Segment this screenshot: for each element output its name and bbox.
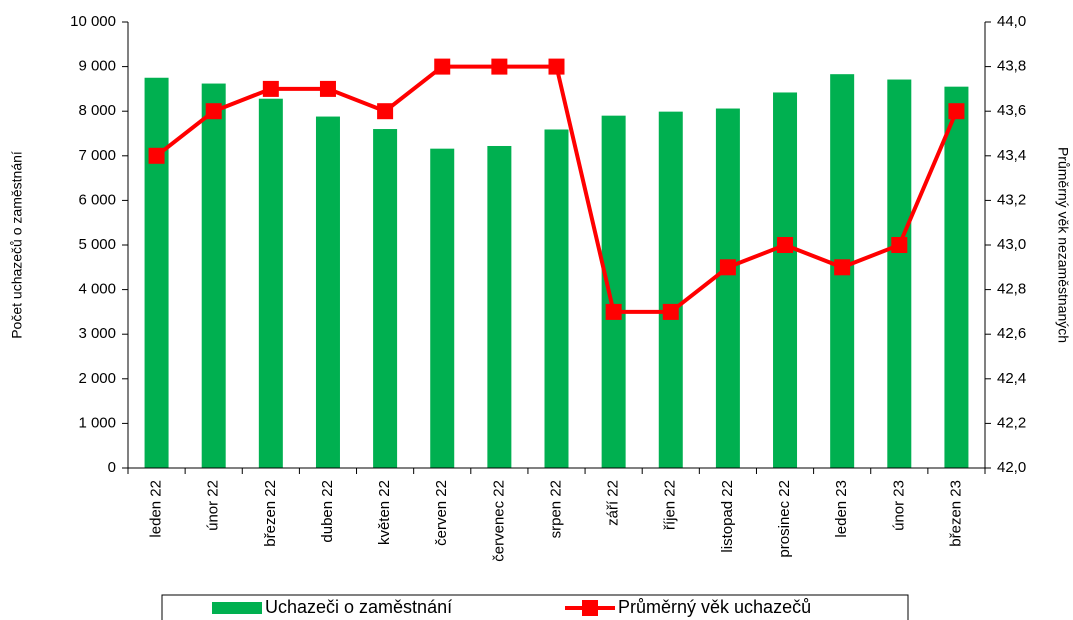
x-tick-label: říjen 22 [662,480,679,530]
bar [601,115,626,468]
marker [605,303,622,320]
bar [887,79,912,468]
x-tick-label: červenec 22 [490,480,507,562]
marker [377,103,394,120]
y-tick-label: 10 000 [70,13,116,30]
y2-tick-label: 43,2 [997,191,1026,208]
y-tick-label: 8 000 [78,102,116,119]
y-axis-title: Počet uchazečů o zaměstnání [9,151,25,339]
legend-swatch [212,602,262,614]
x-tick-label: květen 22 [376,480,393,545]
marker [148,147,165,164]
y-tick-label: 3 000 [78,325,116,342]
y2-axis-title: Průměrný věk nezaměstnaných [1055,147,1071,343]
x-tick-label: únor 22 [205,480,222,531]
marker [891,237,908,253]
y2-tick-label: 43,4 [997,147,1026,164]
x-tick-label: březen 23 [947,480,964,547]
x-tick-label: leden 23 [833,480,850,538]
bar [773,92,798,468]
marker [777,237,794,253]
y-tick-label: 2 000 [78,370,116,387]
y2-tick-label: 42,8 [997,281,1026,298]
legend-box [161,594,909,620]
y2-tick-label: 42,4 [997,370,1026,387]
marker [434,58,451,75]
marker [319,80,336,97]
y2-tick-label: 43,6 [997,102,1026,119]
y2-tick-label: 42,0 [997,459,1026,476]
y-tick-label: 6 000 [78,191,116,208]
legend-text: Průměrný věk uchazečů [618,597,811,617]
x-tick-label: únor 23 [890,480,907,531]
bar [373,129,398,469]
y-tick-label: 1 000 [78,414,116,431]
x-tick-label: srpen 22 [547,480,564,538]
bar [144,77,169,468]
legend-text: Uchazeči o zaměstnání [265,597,452,617]
plot-frame [127,22,986,469]
y-tick-label: 5 000 [78,236,116,253]
x-tick-label: listopad 22 [719,480,736,553]
bar [315,116,340,468]
marker [205,103,222,120]
y-tick-label: 7 000 [78,147,116,164]
y2-tick-label: 43,8 [997,58,1026,75]
legend-marker [582,600,598,616]
y2-tick-label: 42,6 [997,325,1026,342]
marker [662,303,679,320]
y2-tick-label: 44,0 [997,13,1026,30]
x-tick-label: prosinec 22 [776,480,793,558]
bar [258,98,283,468]
x-tick-label: duben 22 [319,480,336,543]
marker [719,259,736,276]
x-tick-label: září 22 [605,480,622,526]
marker [548,58,565,75]
bar [201,83,226,468]
y2-tick-label: 43,0 [997,236,1026,253]
y-tick-label: 4 000 [78,281,116,298]
x-tick-label: leden 22 [148,480,165,538]
x-tick-label: březen 22 [262,480,279,547]
marker [834,259,851,276]
marker [948,103,965,120]
bar [715,108,740,469]
y-tick-label: 9 000 [78,58,116,75]
bar [658,111,683,468]
bar [544,129,569,468]
marker [491,58,508,75]
y-tick-label: 0 [108,459,116,476]
bar [944,86,969,469]
marker [262,80,279,97]
bar [430,148,455,468]
bar [487,145,512,468]
y2-tick-label: 42,2 [997,414,1026,431]
x-tick-label: červen 22 [433,480,450,546]
